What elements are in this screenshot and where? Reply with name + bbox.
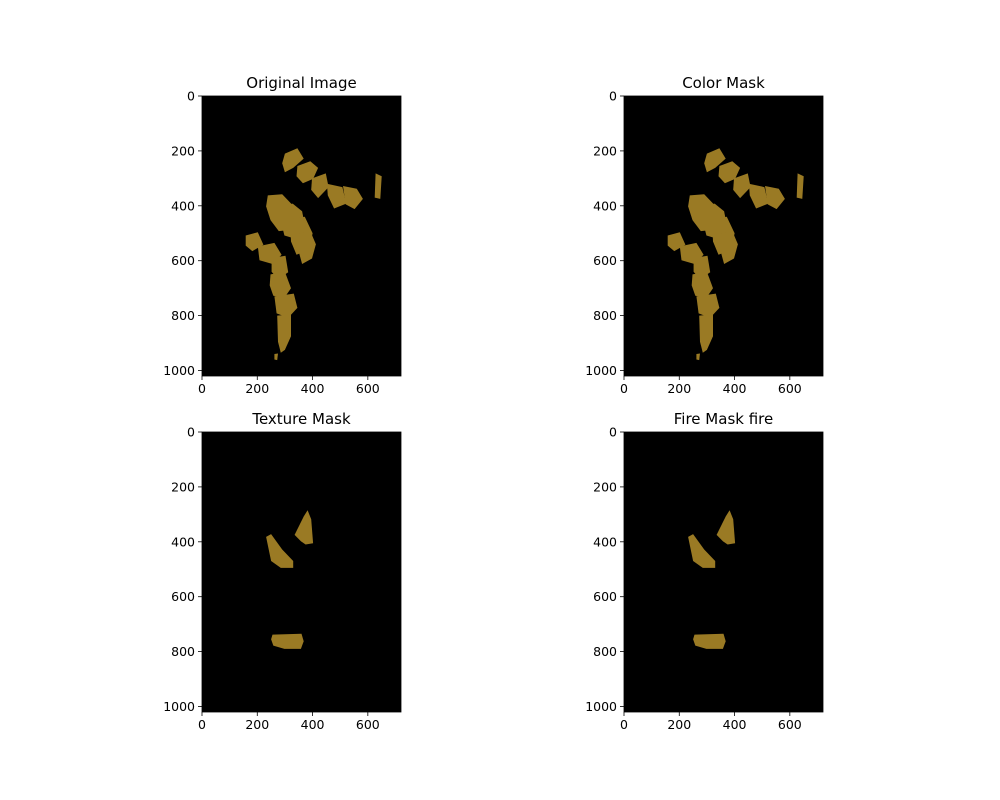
x-tick-label: 600 — [778, 381, 802, 396]
mask-region — [282, 148, 304, 173]
y-tick-label: 1000 — [163, 363, 195, 378]
x-tick-label: 0 — [620, 717, 628, 732]
mask-region — [294, 510, 314, 545]
y-tick-label: 600 — [171, 589, 195, 604]
axes-frame — [201, 95, 402, 377]
x-tick-label: 200 — [667, 717, 691, 732]
y-tick-label: 1000 — [585, 699, 617, 714]
image-area — [202, 432, 401, 712]
y-tick-label: 400 — [593, 198, 617, 213]
subplot-title: Color Mask — [682, 74, 765, 92]
y-tick-label: 600 — [593, 589, 617, 604]
y-tick-label: 200 — [593, 143, 617, 158]
mask-region — [311, 173, 329, 199]
y-tick-label: 800 — [593, 644, 617, 659]
mask-region — [733, 173, 751, 199]
mask-region — [748, 183, 769, 209]
x-tick-label: 0 — [620, 381, 628, 396]
x-tick-label: 400 — [301, 381, 325, 396]
x-tick-label: 200 — [667, 381, 691, 396]
mask-region — [296, 161, 319, 184]
subplot-texture-mask: Texture Mask 0 200 400 600 0 200 400 600 800 1000 — [163, 410, 402, 732]
mask-region — [699, 314, 713, 353]
mask-region — [269, 271, 291, 298]
y-tick-label: 200 — [171, 143, 195, 158]
mask-region — [796, 173, 804, 199]
mask-region — [277, 314, 291, 353]
subplot-original-image: Original Image 0 200 400 600 0 200 400 600 800 10… — [163, 74, 402, 396]
y-tick-label: 800 — [593, 308, 617, 323]
axes-frame — [201, 431, 402, 713]
subplot-fire-mask: Fire Mask fire 0 200 400 600 0 200 400 600 800 10… — [585, 410, 824, 732]
y-tick-label: 800 — [171, 308, 195, 323]
y-tick-label: 600 — [171, 253, 195, 268]
mask-region — [343, 186, 363, 210]
image-area — [624, 432, 823, 712]
x-tick-label: 600 — [356, 381, 380, 396]
mask-region — [274, 293, 298, 318]
mask-region — [271, 633, 304, 649]
mask-region — [274, 353, 278, 361]
mask-region — [374, 173, 382, 199]
axes-frame — [623, 431, 824, 713]
y-tick-label: 200 — [171, 479, 195, 494]
x-tick-label: 200 — [245, 381, 269, 396]
y-tick-label: 0 — [187, 89, 195, 104]
y-tick-label: 400 — [171, 198, 195, 213]
x-tick-label: 0 — [198, 381, 206, 396]
mask-region — [688, 534, 716, 568]
x-tick-label: 0 — [198, 717, 206, 732]
x-tick-label: 400 — [301, 717, 325, 732]
mask-region — [326, 183, 347, 209]
mask-region — [720, 231, 738, 264]
subplot-color-mask: Color Mask 0 200 400 600 0 200 400 600 800 1000 — [585, 74, 824, 396]
x-tick-label: 400 — [723, 717, 747, 732]
y-tick-label: 400 — [171, 534, 195, 549]
subplot-title: Fire Mask fire — [674, 410, 773, 428]
subplot-title: Texture Mask — [251, 410, 351, 428]
mask-region — [693, 633, 726, 649]
mask-region — [716, 510, 736, 545]
mask-region — [696, 293, 720, 318]
mask-region — [691, 271, 713, 298]
mask-region — [765, 186, 785, 210]
y-tick-label: 1000 — [585, 363, 617, 378]
y-tick-label: 0 — [609, 425, 617, 440]
mask-region — [718, 161, 741, 184]
mask-region — [704, 148, 726, 173]
y-tick-label: 800 — [171, 644, 195, 659]
x-tick-label: 600 — [356, 717, 380, 732]
x-tick-label: 400 — [723, 381, 747, 396]
subplot-title: Original Image — [246, 74, 356, 92]
mask-region — [696, 353, 700, 361]
mask-region — [266, 534, 294, 568]
y-tick-label: 200 — [593, 479, 617, 494]
axes-frame — [623, 95, 824, 377]
mask-region — [298, 231, 316, 264]
x-tick-label: 200 — [245, 717, 269, 732]
x-tick-label: 600 — [778, 717, 802, 732]
y-tick-label: 0 — [609, 89, 617, 104]
y-tick-label: 0 — [187, 425, 195, 440]
y-tick-label: 1000 — [163, 699, 195, 714]
y-tick-label: 600 — [593, 253, 617, 268]
y-tick-label: 400 — [593, 534, 617, 549]
